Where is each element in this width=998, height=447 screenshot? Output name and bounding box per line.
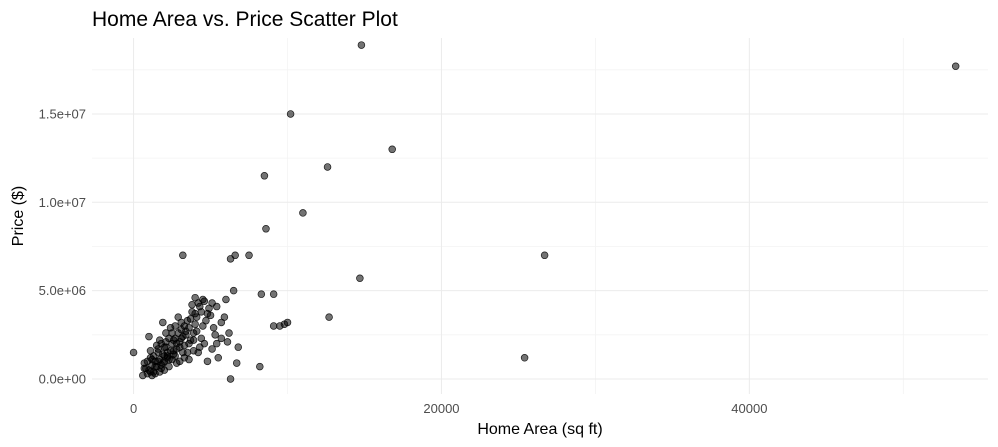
x-tick-label: 20000 [423,401,459,416]
data-point [225,329,233,337]
data-point [172,339,181,348]
y-tick-label: 0.0e+00 [39,371,86,386]
data-point [256,362,264,371]
data-point [276,322,284,330]
data-point [260,172,269,180]
data-point [203,309,212,318]
points-layer [129,41,960,383]
data-point [191,293,199,302]
chart-title: Home Area vs. Price Scatter Plot [92,8,398,31]
data-point [146,368,155,376]
data-point [232,359,241,367]
data-point [212,339,221,348]
data-point [323,163,332,171]
data-point [179,251,187,260]
data-point [209,323,218,332]
data-point [199,295,207,304]
x-axis-label: Home Area (sq ft) [477,421,602,438]
data-point [262,225,270,233]
data-point [299,209,307,217]
data-point [192,327,201,336]
data-point [269,322,278,330]
data-point [223,338,232,346]
data-point [191,320,199,328]
data-point [226,375,235,383]
data-point [188,301,196,309]
data-point [171,352,179,360]
y-tick-label: 1.5e+07 [39,106,86,121]
data-point [148,355,156,364]
data-point [217,318,226,327]
data-point [229,286,238,295]
data-point [179,348,187,357]
y-tick-label: 1.0e+07 [39,195,86,210]
ticks-layer: 0 20000 40000 0.0e+00 5.0e+06 1.0e+07 1.5e+07 [39,106,768,416]
x-tick-label: 40000 [731,401,767,416]
data-point [199,322,207,330]
data-point [222,295,230,304]
data-point [269,290,278,298]
data-point [203,357,212,366]
data-point [540,251,549,260]
data-point [356,274,364,283]
data-point [257,290,266,298]
data-point [388,145,396,154]
data-point [146,346,155,355]
data-point [139,371,147,380]
x-tick-label: 0 [130,401,137,416]
data-point [177,334,186,343]
data-point [145,332,153,341]
data-point [129,348,138,357]
data-point [155,336,164,344]
data-point [176,357,184,366]
data-point [177,318,186,327]
data-point [951,62,960,71]
data-point [140,364,149,373]
data-point [191,309,199,318]
data-point [226,255,235,263]
data-point [162,338,170,346]
y-tick-label: 5.0e+06 [39,283,86,298]
data-point [168,329,176,337]
data-point [200,339,209,348]
data-point [194,348,202,357]
data-point [159,318,167,327]
data-point [357,41,366,49]
data-point [217,334,226,343]
data-point [157,364,166,373]
data-point [286,110,295,118]
data-point [214,354,222,362]
data-point [185,355,193,364]
data-point [325,313,333,321]
data-point [245,251,253,260]
data-point [186,315,195,323]
data-point [211,331,219,339]
data-point [196,302,204,311]
data-point [520,354,529,362]
grid-layer [92,38,988,394]
data-point [160,352,169,360]
data-point [208,345,216,353]
data-point [189,336,198,344]
y-axis-label: Price ($) [10,186,27,246]
data-point [234,343,243,351]
